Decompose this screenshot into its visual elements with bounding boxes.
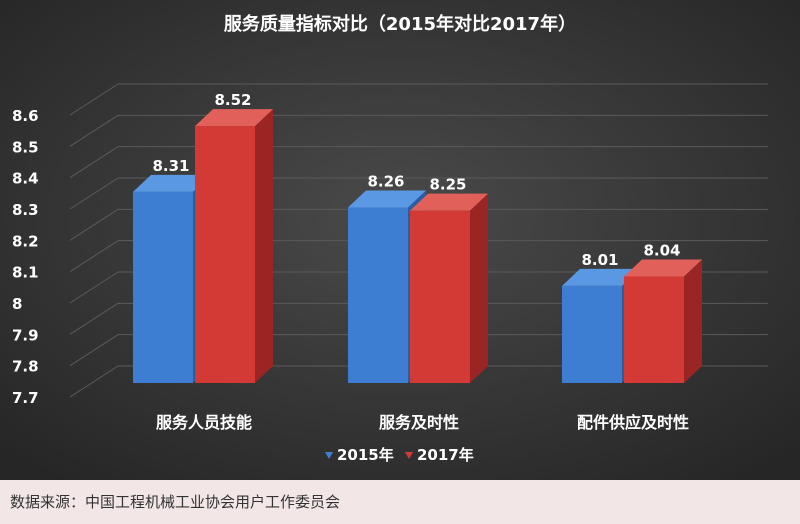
- bars: [133, 109, 702, 384]
- bar: [195, 126, 255, 384]
- data-label: 8.52: [214, 91, 251, 109]
- data-label: 8.25: [429, 176, 466, 194]
- data-label: 8.31: [152, 157, 189, 175]
- y-tick-label: 8.6: [12, 107, 39, 125]
- bar-chart: 服务质量指标对比（2015年对比2017年） 8.68.58.48.38.28.…: [0, 0, 800, 480]
- gridline-diag: [69, 271, 119, 304]
- bar-top: [410, 193, 488, 211]
- y-tick-label: 8.1: [12, 264, 39, 282]
- chart-panel: 服务质量指标对比（2015年对比2017年） 8.6 8.5 8.4 8.3 8.2 8.…: [0, 0, 800, 480]
- gridline-diag: [69, 334, 119, 367]
- chart-title: 服务质量指标对比（2015年对比2017年）: [224, 13, 576, 35]
- x-category-label: 服务人员技能: [156, 413, 252, 432]
- data-labels: 8.31 8.52 8.26 8.25 8.01 8.04: [152, 91, 680, 269]
- gridline-diag: [69, 114, 119, 147]
- x-axis-categories: 服务人员技能 服务及时性 配件供应及时性: [156, 413, 689, 432]
- legend: 2015年 2017年: [325, 446, 474, 464]
- bar-side: [255, 109, 273, 384]
- gridline-diag: [69, 302, 119, 335]
- bar-side: [470, 193, 488, 383]
- gridline-diag: [69, 177, 119, 210]
- data-label: 8.04: [643, 241, 680, 259]
- bar-top: [562, 268, 640, 286]
- gridline-diag: [69, 83, 119, 116]
- gridline-diag: [69, 365, 119, 398]
- bar: [348, 207, 408, 383]
- bar: [562, 285, 622, 383]
- x-category-label: 服务及时性: [379, 413, 459, 432]
- source-footer: 数据来源：中国工程机械工业协会用户工作委员会: [0, 480, 800, 524]
- gridline-diag: [69, 146, 119, 179]
- y-tick-label: 8.2: [12, 232, 39, 250]
- bar-top: [195, 109, 273, 127]
- legend-label-2015: 2015年: [337, 446, 394, 464]
- bar-top: [133, 174, 211, 192]
- x-category-label: 配件供应及时性: [577, 413, 689, 432]
- legend-marker-2017: [405, 452, 413, 459]
- y-tick-label: 8.3: [12, 201, 39, 219]
- bar-top: [348, 190, 426, 208]
- data-label: 8.26: [367, 173, 404, 191]
- bar: [624, 276, 684, 383]
- data-label: 8.01: [581, 251, 618, 269]
- y-tick-label: 7.9: [12, 326, 39, 344]
- gridline-diag: [69, 240, 119, 273]
- y-tick-label: 7.8: [12, 358, 39, 376]
- y-tick-label: 8.5: [12, 138, 39, 156]
- source-text: 数据来源：中国工程机械工业协会用户工作委员会: [10, 493, 341, 511]
- bar: [410, 210, 470, 383]
- y-tick-label: 8: [12, 295, 22, 313]
- gridline-diag: [69, 208, 119, 241]
- bar-side: [684, 259, 702, 383]
- bar-top: [624, 259, 702, 277]
- y-axis-ticks: 8.6 8.5 8.4 8.3 8.2 8.1 8 7.9 7.8 7.7: [12, 107, 39, 407]
- y-tick-label: 8.4: [12, 170, 39, 188]
- y-tick-label: 7.7: [12, 389, 39, 407]
- legend-marker-2015: [325, 452, 333, 459]
- legend-label-2017: 2017年: [417, 446, 474, 464]
- bar: [133, 191, 193, 383]
